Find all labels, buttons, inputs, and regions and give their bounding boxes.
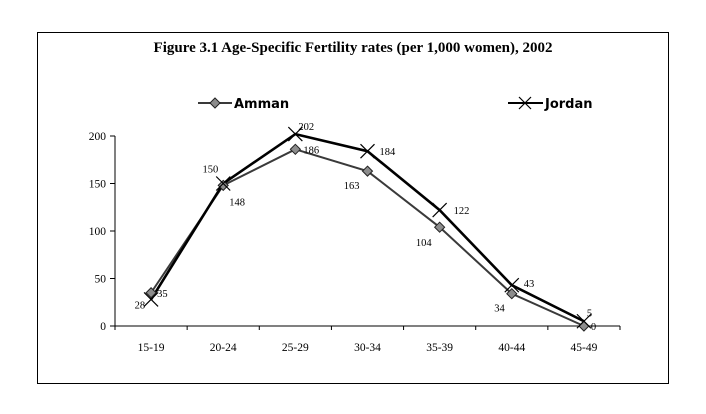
jordan-data-point bbox=[576, 313, 592, 329]
amman-data-point bbox=[145, 287, 157, 299]
jordan-marker-stroke bbox=[518, 96, 532, 110]
chart-frame bbox=[37, 32, 669, 384]
data-label-amman: 163 bbox=[344, 181, 360, 192]
x-tick-label: 45-49 bbox=[571, 342, 598, 354]
jordan-data-point bbox=[287, 126, 303, 142]
data-label-jordan: 150 bbox=[202, 165, 218, 176]
legend: Amman Jordan bbox=[198, 96, 593, 112]
chart-title: Figure 3.1 Age-Specific Fertility rates … bbox=[153, 40, 553, 56]
data-label-jordan: 184 bbox=[380, 147, 397, 158]
amman-data-point bbox=[289, 143, 302, 156]
jordan-data-point bbox=[215, 176, 231, 191]
jordan-marker-stroke bbox=[576, 313, 592, 329]
series-line-jordan bbox=[149, 132, 585, 323]
data-label-jordan: 28 bbox=[135, 300, 146, 311]
x-tick-label: 25-29 bbox=[282, 342, 309, 354]
legend-marker-amman bbox=[209, 97, 221, 109]
data-label-amman: 0 bbox=[591, 322, 596, 333]
data-label-jordan: 43 bbox=[524, 279, 535, 290]
amman-data-point bbox=[433, 221, 446, 233]
series-lines bbox=[143, 126, 592, 332]
jordan-marker-stroke bbox=[360, 143, 375, 159]
jordan-marker-stroke bbox=[432, 202, 448, 218]
data-label-amman: 104 bbox=[416, 238, 433, 249]
x-tick-label: 15-19 bbox=[138, 342, 165, 354]
amman-data-point bbox=[217, 179, 229, 192]
jordan-marker-stroke bbox=[504, 277, 520, 293]
y-tick-label: 150 bbox=[89, 179, 107, 191]
data-label-amman: 186 bbox=[303, 145, 319, 156]
x-tick-label: 30-34 bbox=[354, 342, 381, 354]
jordan-marker-stroke bbox=[287, 126, 303, 142]
y-tick-label: 100 bbox=[89, 226, 107, 238]
amman-data-point bbox=[361, 165, 374, 177]
amman-data-point bbox=[578, 320, 590, 332]
jordan-marker-stroke bbox=[215, 176, 231, 191]
jordan-data-point bbox=[143, 291, 159, 307]
legend-marker-jordan bbox=[518, 96, 532, 110]
data-labels: 35 148 186 163 104 34 0 28 150 202 184 122 43 5 bbox=[135, 122, 597, 333]
jordan-data-point bbox=[432, 202, 448, 218]
x-tick-label: 40-44 bbox=[498, 342, 525, 354]
data-label-amman: 34 bbox=[494, 304, 505, 315]
x-tick-label: 20-24 bbox=[210, 342, 237, 354]
amman-data-point bbox=[506, 287, 518, 300]
jordan-data-point bbox=[360, 143, 375, 159]
jordan-data-point bbox=[504, 277, 520, 293]
data-label-jordan: 5 bbox=[587, 308, 592, 319]
y-tick-label: 200 bbox=[89, 131, 107, 143]
y-tick-label: 0 bbox=[100, 321, 106, 333]
legend-label-amman: Amman bbox=[234, 97, 289, 112]
data-label-amman: 35 bbox=[157, 289, 168, 300]
y-tick-label: 50 bbox=[95, 274, 107, 286]
x-tick-label: 35-39 bbox=[426, 342, 453, 354]
data-label-jordan: 122 bbox=[454, 206, 470, 217]
jordan-marker-stroke bbox=[143, 291, 159, 307]
data-label-jordan: 202 bbox=[298, 122, 314, 133]
data-label-amman: 148 bbox=[229, 197, 245, 208]
legend-label-jordan: Jordan bbox=[544, 97, 593, 112]
